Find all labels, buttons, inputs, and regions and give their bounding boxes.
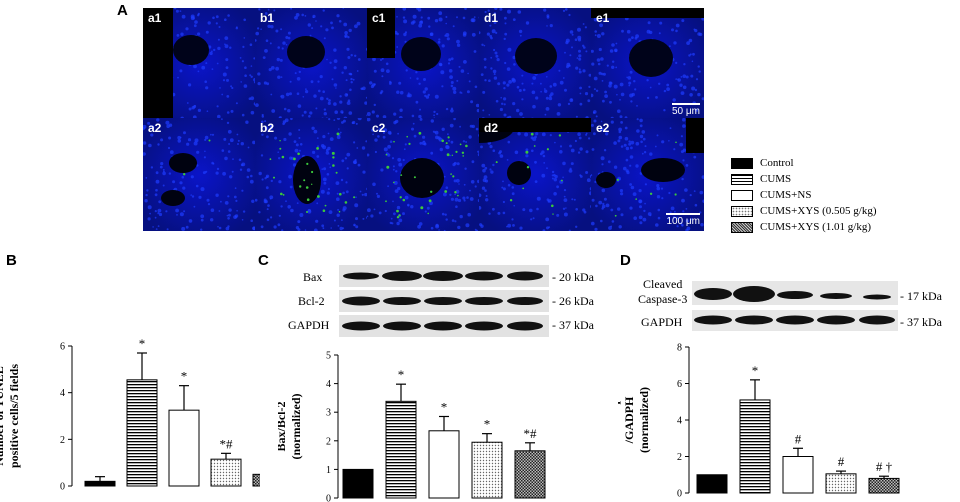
bar-0 (696, 474, 728, 494)
panel-label-c: C (258, 252, 269, 269)
micrograph-label: d1 (484, 11, 499, 25)
significance-label: *# (220, 436, 234, 451)
western-blot-c (339, 265, 549, 337)
micrograph-tile-b1: b1 (255, 8, 368, 121)
significance-label: * (484, 417, 491, 432)
legend-swatch-crosshatch (731, 222, 753, 233)
bar-0 (84, 480, 116, 487)
bar-3 (471, 441, 503, 499)
micrograph-label: c1 (372, 11, 386, 25)
legend-label: CUMS+XYS (1.01 g/kg) (760, 221, 872, 233)
legend-label: CUMS (760, 173, 792, 185)
micrograph-tile-d2: d2 (479, 118, 592, 231)
blot-c-size-26: - 26 kDa (552, 294, 594, 308)
y-tick-label: 2 (677, 452, 682, 463)
chart-b-tunel: 0 2 4 6 Number of TUNELpositive cells/5 fiel… (0, 336, 260, 493)
significance-label: *# (524, 426, 538, 441)
legend-swatch-stripes (731, 174, 753, 185)
blot-d-label-gapdh: GAPDH (641, 315, 683, 329)
scale-bar-100um: 100 μm (666, 213, 700, 227)
y-tick-label: 0 (326, 494, 331, 502)
bar-4 (514, 450, 546, 499)
y-tick-label: 4 (60, 388, 65, 399)
bar-1 (385, 400, 417, 499)
y-tick-label: 0 (677, 489, 682, 500)
y-axis-label: Bax/Bcl-2(normalized) (278, 394, 303, 460)
legend-swatch-dots (731, 206, 753, 217)
blot-d-label-caspase: Cleaved Caspase-3 (638, 277, 688, 306)
micrograph-tile-e2: e2 100 μm (591, 118, 704, 231)
micrograph-label: a1 (148, 11, 162, 25)
micrograph-label: a2 (148, 121, 162, 135)
y-tick-label: 0 (60, 482, 65, 493)
micrograph-tile-b2: b2 (255, 118, 368, 231)
y-tick-label: 2 (60, 435, 65, 446)
y-axis-label: Number of TUNELpositive cells/5 fields (0, 364, 21, 468)
blot-c-label-bcl2: Bcl-2 (298, 294, 325, 308)
micrograph-label: d2 (484, 121, 499, 135)
panel-label-a: A (117, 2, 128, 19)
blot-c-size-20: - 20 kDa (552, 270, 594, 284)
legend-swatch-solid (731, 158, 753, 169)
y-tick-label: 4 (326, 379, 331, 390)
y-tick-label: 8 (677, 343, 682, 354)
chart-d-caspase: 0 2 4 6 8 Cleaved Caspase-3/GADPH(normalized)… (618, 343, 900, 500)
bar-1 (126, 379, 158, 487)
y-tick-label: 5 (326, 351, 331, 362)
significance-label: * (398, 367, 405, 382)
micrograph-tile-d1: d1 (479, 8, 592, 121)
micrograph-tile-c1: c1 (367, 8, 480, 121)
blot-d-size-37: - 37 kDa (900, 315, 942, 329)
micrograph-tile-a1: a1 (143, 8, 256, 121)
bar-2 (782, 456, 814, 494)
blot-c-label-bax: Bax (303, 270, 323, 284)
significance-label: # (838, 454, 845, 469)
bar-4 (868, 477, 900, 494)
micrograph-tile-c2: c2 (367, 118, 480, 231)
legend-swatch-empty (731, 190, 753, 201)
scale-bar-50um: 50 μm (672, 103, 700, 117)
blot-d-size-17: - 17 kDa (900, 289, 942, 303)
blot-c-label-gapdh: GAPDH (288, 318, 330, 332)
y-tick-label: 6 (677, 379, 682, 390)
micrograph-label: b1 (260, 11, 275, 25)
legend-label: CUMS+NS (760, 189, 812, 201)
western-blot-d (692, 281, 898, 331)
significance-label: * (139, 336, 146, 351)
panel-label-b: B (6, 252, 17, 269)
micrograph-label: c2 (372, 121, 386, 135)
bar-0 (342, 468, 374, 499)
significance-label: # (795, 431, 802, 446)
legend-label: CUMS+XYS (0.505 g/kg) (760, 205, 877, 217)
bar-3 (825, 473, 857, 494)
bar-4 (252, 473, 260, 487)
significance-label: * (441, 399, 448, 414)
bar-2 (428, 430, 460, 499)
y-axis-label: Cleaved Caspase-3/GADPH(normalized) (618, 372, 651, 468)
y-tick-label: 3 (326, 408, 331, 419)
significance-label: * (181, 369, 188, 384)
y-tick-label: 1 (326, 465, 331, 476)
bar-2 (168, 409, 200, 487)
bar-3 (210, 458, 242, 487)
panel-label-d: D (620, 252, 631, 269)
blot-c-size-37: - 37 kDa (552, 318, 594, 332)
micrograph-label: e2 (596, 121, 610, 135)
y-tick-label: 4 (677, 416, 682, 427)
chart-c-bax-bcl2: 0 1 2 3 4 5 Bax/Bcl-2(normalized) * * * *# (278, 351, 546, 502)
micrograph-tile-a2: a2 (143, 118, 256, 231)
micrograph-label: b2 (260, 121, 275, 135)
bar-1 (739, 399, 771, 494)
micrograph-tile-e1: e1 50 μm (591, 8, 704, 121)
significance-label: # † (876, 459, 893, 474)
significance-label: * (752, 363, 759, 378)
micrograph-label: e1 (596, 11, 610, 25)
y-tick-label: 6 (60, 342, 65, 353)
legend-label: Control (760, 157, 794, 169)
y-tick-label: 2 (326, 436, 331, 447)
